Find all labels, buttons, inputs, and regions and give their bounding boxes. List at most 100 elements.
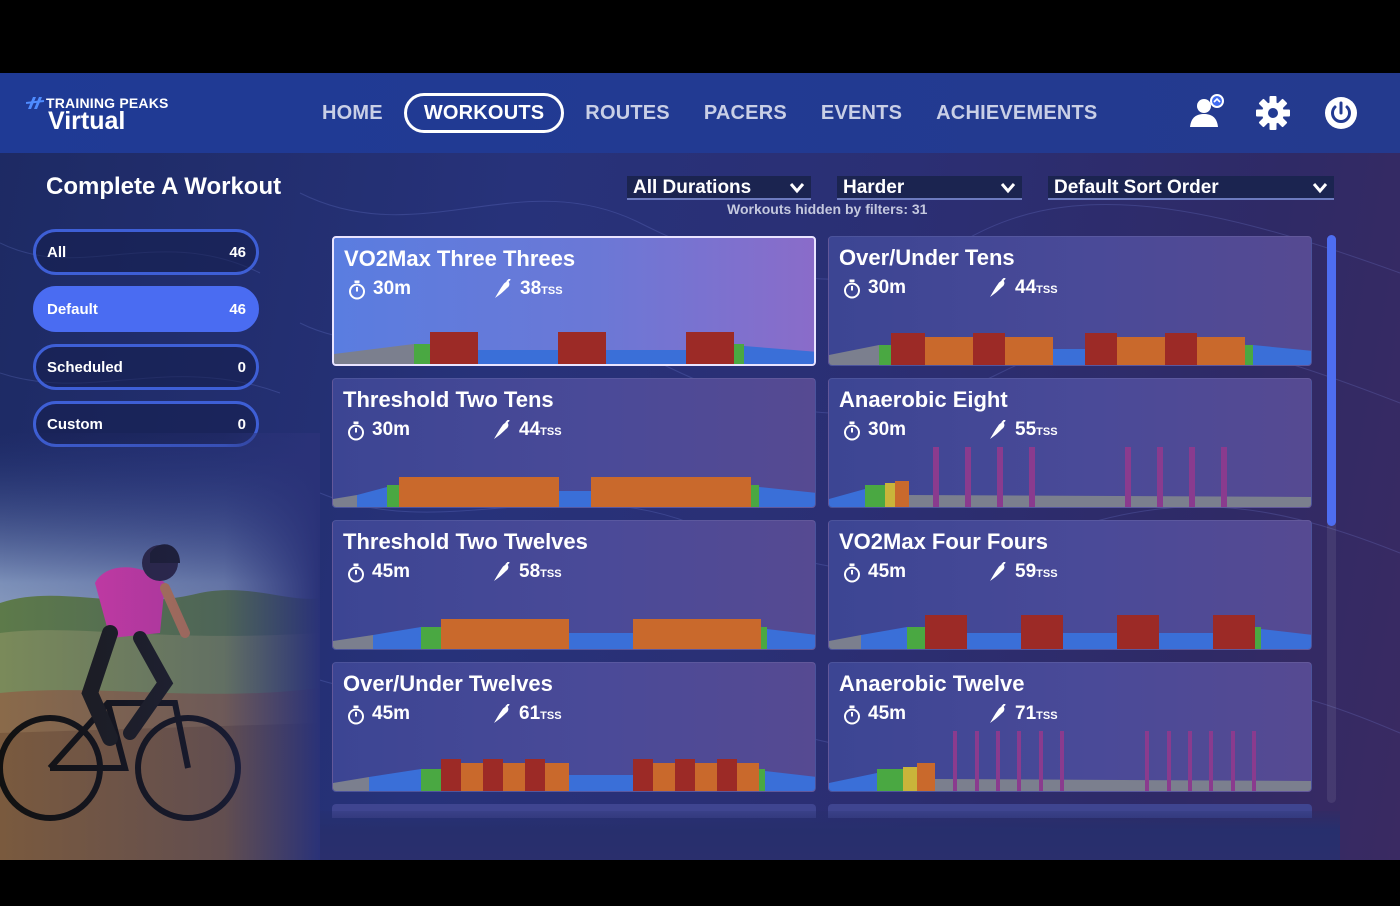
duration-filter-select[interactable]: All Durations <box>627 176 811 200</box>
scrollbar-thumb[interactable] <box>1327 235 1336 526</box>
stopwatch-icon <box>844 421 860 441</box>
sort-order-value: Default Sort Order <box>1054 177 1219 198</box>
profile-segment <box>1145 731 1149 791</box>
nav-events[interactable]: EVENTS <box>820 102 903 124</box>
category-label: Default <box>47 300 98 318</box>
profile-segment <box>686 332 734 364</box>
workout-tss: 38TSS <box>520 278 563 300</box>
workout-title: Over/Under Tens <box>839 245 1015 270</box>
profile-segment <box>717 759 737 791</box>
profile-segment <box>461 763 483 791</box>
stopwatch-icon <box>348 421 364 441</box>
workout-title: Threshold Two Twelves <box>343 529 588 554</box>
profile-segment <box>907 627 925 649</box>
nav-home[interactable]: HOME <box>322 102 383 124</box>
power-icon[interactable] <box>1321 93 1361 133</box>
profile-segment <box>369 769 421 791</box>
profile-segment <box>879 345 891 365</box>
workout-duration: 45m <box>372 703 411 724</box>
workout-profile-graph <box>333 759 815 791</box>
profile-segment <box>744 346 814 364</box>
app-window: TRAINING PEAKS Virtual HOME WORKOUTS ROU… <box>0 73 1400 860</box>
category-label: Scheduled <box>47 358 123 376</box>
profile-segment <box>606 350 686 364</box>
profile-segment <box>503 763 525 791</box>
nav-routes[interactable]: ROUTES <box>585 102 670 124</box>
workout-title: VO2Max Three Threes <box>344 246 576 271</box>
tss-value: 61 <box>519 703 541 724</box>
profile-segment <box>653 763 675 791</box>
tss-unit: TSS <box>1036 426 1058 438</box>
stopwatch-icon <box>844 705 860 725</box>
workout-card[interactable]: VO2Max Four Fours 45m 59TSS <box>828 520 1312 650</box>
workout-profile-graph <box>333 477 815 507</box>
profile-segment <box>1167 731 1171 791</box>
sort-order-select[interactable]: Default Sort Order <box>1048 176 1334 200</box>
training-peaks-logo[interactable]: TRAINING PEAKS Virtual <box>26 93 186 137</box>
stopwatch-icon <box>349 280 365 300</box>
workout-card[interactable]: Threshold Two Tens 30m 44TSS <box>332 378 816 508</box>
letterbox-bottom <box>0 860 1400 906</box>
workout-card[interactable]: VO2Max Three Threes 30m 38TSS <box>332 236 816 366</box>
stopwatch-icon <box>348 705 364 725</box>
category-all[interactable]: All 46 <box>33 229 259 275</box>
profile-segment <box>925 615 967 649</box>
logo-mark-icon <box>26 97 44 109</box>
category-scheduled[interactable]: Scheduled 0 <box>33 344 259 390</box>
nav-workouts[interactable]: WORKOUTS <box>403 93 565 133</box>
nav-achievements[interactable]: ACHIEVEMENTS <box>936 102 1098 124</box>
category-count: 46 <box>229 300 246 318</box>
profile-segment <box>861 627 907 649</box>
page-title: Complete A Workout <box>46 173 282 200</box>
profile-segment <box>591 477 751 507</box>
workout-meta: 45m 59TSS <box>839 561 1139 585</box>
profile-segment <box>1117 337 1165 365</box>
workout-profile-graph <box>829 447 1311 507</box>
profile-segment <box>387 485 399 507</box>
workout-meta: 45m 58TSS <box>343 561 643 585</box>
profile-segment <box>1029 447 1035 507</box>
profile-segment <box>1245 345 1253 365</box>
profile-icon[interactable] <box>1186 93 1226 133</box>
difficulty-filter-select[interactable]: Harder <box>837 176 1022 200</box>
stopwatch-icon <box>348 563 364 583</box>
workout-title: Anaerobic Twelve <box>839 671 1025 696</box>
profile-segment <box>399 477 559 507</box>
workout-duration: 30m <box>868 277 907 298</box>
gear-icon[interactable] <box>1253 93 1293 133</box>
tss-unit: TSS <box>540 710 562 722</box>
category-default[interactable]: Default 46 <box>33 286 259 332</box>
profile-segment <box>1053 349 1085 365</box>
workout-duration: 45m <box>372 561 411 582</box>
tss-unit: TSS <box>541 285 563 297</box>
profile-segment <box>525 759 545 791</box>
profile-segment <box>430 332 478 364</box>
profile-segment <box>909 495 1311 507</box>
tss-unit: TSS <box>540 426 562 438</box>
profile-segment <box>925 337 973 365</box>
chili-pepper-icon <box>494 420 510 439</box>
workout-card[interactable]: Anaerobic Twelve 45m 71TSS <box>828 662 1312 792</box>
profile-segment <box>373 627 421 649</box>
profile-segment <box>421 769 441 791</box>
category-count: 0 <box>237 415 246 433</box>
workout-duration: 45m <box>868 703 907 724</box>
profile-segment <box>1021 615 1063 649</box>
workout-card[interactable]: Anaerobic Eight 30m 55TSS <box>828 378 1312 508</box>
profile-segment <box>569 775 633 791</box>
tss-value: 44 <box>1015 277 1037 298</box>
workout-card[interactable]: Over/Under Twelves 45m 61TSS <box>332 662 816 792</box>
workout-card[interactable]: Over/Under Tens 30m 44TSS <box>828 236 1312 366</box>
profile-segment <box>1125 447 1131 507</box>
profile-segment <box>1231 731 1235 791</box>
workout-card[interactable]: Threshold Two Twelves 45m 58TSS <box>332 520 816 650</box>
profile-segment <box>965 447 971 507</box>
profile-segment <box>1017 731 1021 791</box>
workout-profile-graph <box>829 333 1311 365</box>
tss-value: 55 <box>1015 419 1037 440</box>
main-nav: HOME WORKOUTS ROUTES PACERS EVENTS ACHIE… <box>305 92 1114 134</box>
logo-wordmark-bottom: Virtual <box>48 107 126 135</box>
category-count: 46 <box>229 243 246 261</box>
workout-tss: 58TSS <box>519 561 562 583</box>
nav-pacers[interactable]: PACERS <box>703 102 787 124</box>
